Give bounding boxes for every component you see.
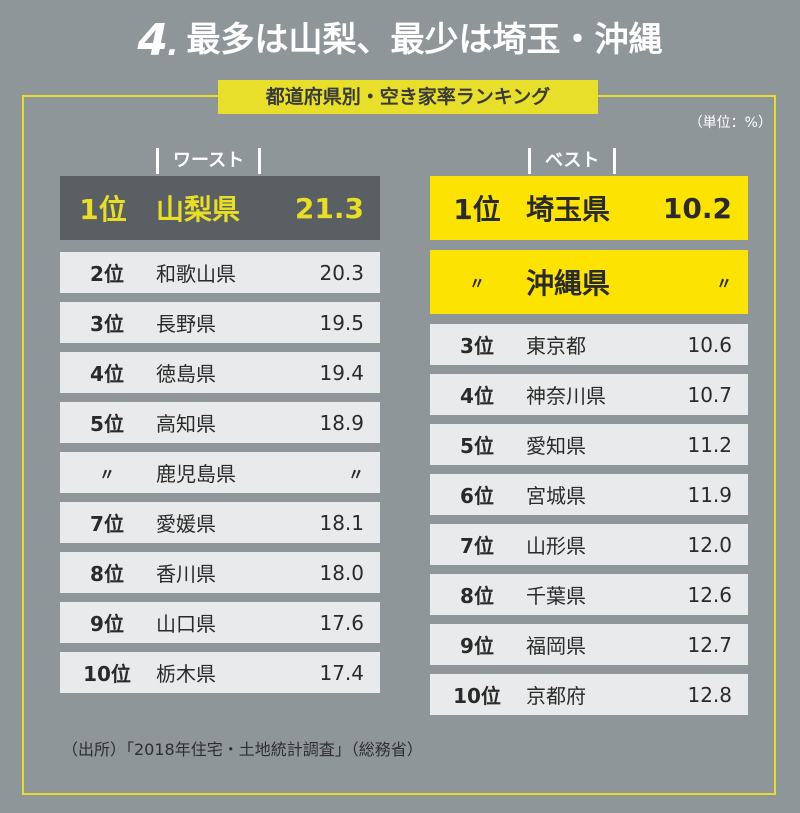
- header-bar-right: [613, 148, 617, 174]
- worst-header-label: ワースト: [173, 150, 245, 171]
- prefecture: 千葉県: [526, 584, 586, 608]
- value: 19.5: [319, 310, 364, 335]
- worst-row-2: 2位 和歌山県 20.3: [60, 252, 380, 293]
- rank: 5位: [90, 412, 124, 436]
- rank-ditto: 〃: [468, 274, 485, 293]
- page-title: 4. 最多は山梨、最少は埼玉・沖縄: [0, 12, 800, 66]
- value: 19.4: [319, 360, 364, 385]
- rank: 6位: [460, 484, 494, 508]
- worst-row-6: 〃 鹿児島県 〃: [60, 452, 380, 493]
- prefecture: 香川県: [156, 562, 216, 586]
- value: 21.3: [294, 191, 364, 225]
- worst-header: ワースト: [156, 146, 262, 176]
- prefecture: 愛媛県: [156, 512, 216, 536]
- best-header-label: ベスト: [545, 150, 600, 171]
- best-row-1: 1位 埼玉県 10.2: [430, 176, 748, 240]
- subtitle-banner: 都道府県別・空き家率ランキング: [218, 80, 598, 114]
- value: 20.3: [319, 260, 364, 285]
- prefecture: 山梨県: [156, 193, 241, 226]
- rank: 4位: [460, 384, 494, 408]
- value: 11.9: [687, 482, 732, 507]
- prefecture: 山口県: [156, 612, 216, 636]
- title-dot: .: [167, 28, 179, 63]
- value: 18.0: [319, 560, 364, 585]
- value: 10.2: [662, 191, 732, 225]
- rank: 7位: [460, 534, 494, 558]
- worst-row-9: 9位 山口県 17.6: [60, 602, 380, 643]
- prefecture: 沖縄県: [526, 267, 611, 300]
- rank: 4位: [90, 362, 124, 386]
- value: 10.7: [687, 382, 732, 407]
- best-row-10: 10位 京都府 12.8: [430, 674, 748, 715]
- best-row-9: 9位 福岡県 12.7: [430, 624, 748, 665]
- value: 11.2: [687, 432, 732, 457]
- prefecture: 和歌山県: [156, 262, 236, 286]
- best-row-4: 4位 神奈川県 10.7: [430, 374, 748, 415]
- rank: 3位: [460, 334, 494, 358]
- worst-row-10: 10位 栃木県 17.4: [60, 652, 380, 693]
- rank: 1位: [79, 193, 127, 226]
- prefecture: 長野県: [156, 312, 216, 336]
- best-header: ベスト: [528, 146, 617, 176]
- header-bar-right: [258, 148, 262, 174]
- best-row-3: 3位 東京都 10.6: [430, 324, 748, 365]
- rank: 7位: [90, 512, 124, 536]
- rank: 10位: [453, 684, 501, 708]
- worst-row-7: 7位 愛媛県 18.1: [60, 502, 380, 543]
- worst-row-1: 1位 山梨県 21.3: [60, 176, 380, 240]
- value-ditto: 〃: [715, 274, 732, 293]
- value: 17.4: [319, 660, 364, 685]
- rank: 2位: [90, 262, 124, 286]
- prefecture: 福岡県: [526, 634, 586, 658]
- header-bar-left: [528, 148, 531, 174]
- best-row-6: 6位 宮城県 11.9: [430, 474, 748, 515]
- prefecture: 京都府: [526, 684, 586, 708]
- prefecture: 埼玉県: [526, 193, 611, 226]
- rank: 3位: [90, 312, 124, 336]
- prefecture: 神奈川県: [526, 384, 606, 408]
- title-text: 最多は山梨、最少は埼玉・沖縄: [186, 20, 663, 60]
- rank: 8位: [90, 562, 124, 586]
- prefecture: 鹿児島県: [156, 462, 236, 486]
- worst-row-3: 3位 長野県 19.5: [60, 302, 380, 343]
- rank: 1位: [453, 193, 501, 226]
- value: 18.1: [319, 510, 364, 535]
- prefecture: 東京都: [526, 334, 586, 358]
- value: 12.0: [687, 532, 732, 557]
- rank: 5位: [460, 434, 494, 458]
- worst-row-8: 8位 香川県 18.0: [60, 552, 380, 593]
- value: 10.6: [687, 332, 732, 357]
- rank-ditto: 〃: [98, 464, 115, 484]
- rank: 9位: [90, 612, 124, 636]
- best-row-5: 5位 愛知県 11.2: [430, 424, 748, 465]
- value: 12.8: [687, 682, 732, 707]
- worst-row-4: 4位 徳島県 19.4: [60, 352, 380, 393]
- prefecture: 山形県: [526, 534, 586, 558]
- prefecture: 宮城県: [526, 484, 586, 508]
- header-bar-left: [156, 148, 159, 174]
- prefecture: 高知県: [156, 412, 216, 436]
- title-number: 4: [137, 15, 168, 66]
- worst-row-5: 5位 高知県 18.9: [60, 402, 380, 443]
- rank: 8位: [460, 584, 494, 608]
- best-row-8: 8位 千葉県 12.6: [430, 574, 748, 615]
- best-row-7: 7位 山形県 12.0: [430, 524, 748, 565]
- rank: 9位: [460, 634, 494, 658]
- prefecture: 愛知県: [526, 434, 586, 458]
- value: 18.9: [319, 410, 364, 435]
- prefecture: 徳島県: [156, 362, 216, 386]
- prefecture: 栃木県: [156, 662, 216, 686]
- value-ditto: 〃: [347, 464, 364, 484]
- best-row-2: 〃 沖縄県 〃: [430, 250, 748, 314]
- value: 12.6: [687, 582, 732, 607]
- value: 12.7: [687, 632, 732, 657]
- value: 17.6: [319, 610, 364, 635]
- rank: 10位: [83, 662, 131, 686]
- source-note: （出所）「2018年住宅・土地統計調査」（総務省）: [62, 740, 423, 759]
- unit-label: （単位：%）: [688, 115, 772, 131]
